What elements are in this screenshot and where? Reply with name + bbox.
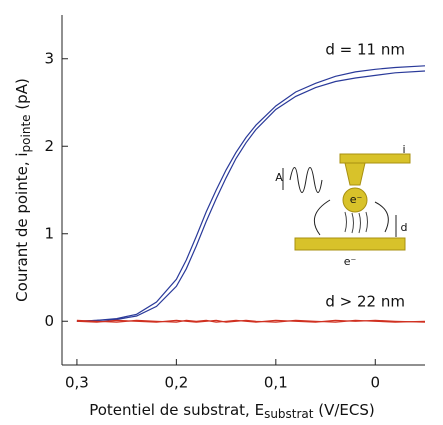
arrows bbox=[313, 199, 389, 236]
annotation: d > 22 nm bbox=[325, 293, 405, 311]
data-line bbox=[76, 319, 426, 323]
x-tick-label: 0,3 bbox=[65, 374, 89, 392]
tip bbox=[344, 162, 366, 186]
y-tick-label: 1 bbox=[44, 224, 54, 242]
y-axis-label: Courant de pointe, ipointe (pA) bbox=[13, 78, 33, 302]
y-tick-label: 3 bbox=[44, 49, 54, 67]
data-line bbox=[76, 70, 426, 322]
inset-label: e⁻ bbox=[344, 255, 357, 268]
x-tick-label: 0,2 bbox=[164, 374, 188, 392]
x-axis-label: Potentiel de substrat, Esubstrat (V/ECS) bbox=[89, 401, 375, 421]
x-tick-label: 0,1 bbox=[264, 374, 288, 392]
inset-label: e⁻ bbox=[350, 193, 363, 206]
inset-diagram: A i e⁻ d e⁻ bbox=[275, 143, 411, 268]
wave bbox=[289, 167, 323, 193]
y-tick-label: 2 bbox=[44, 137, 54, 155]
annotation: d = 11 nm bbox=[325, 41, 405, 59]
tip-arm bbox=[339, 153, 411, 164]
x-tick-label: 0 bbox=[371, 374, 381, 392]
inset-label: i bbox=[402, 143, 405, 156]
inset-label: A bbox=[275, 171, 283, 184]
chains bbox=[344, 211, 368, 234]
substrate bbox=[294, 237, 406, 251]
y-tick-label: 0 bbox=[44, 312, 54, 330]
data-line bbox=[76, 65, 426, 322]
inset-label: d bbox=[401, 221, 408, 234]
tip-ball bbox=[342, 187, 368, 213]
